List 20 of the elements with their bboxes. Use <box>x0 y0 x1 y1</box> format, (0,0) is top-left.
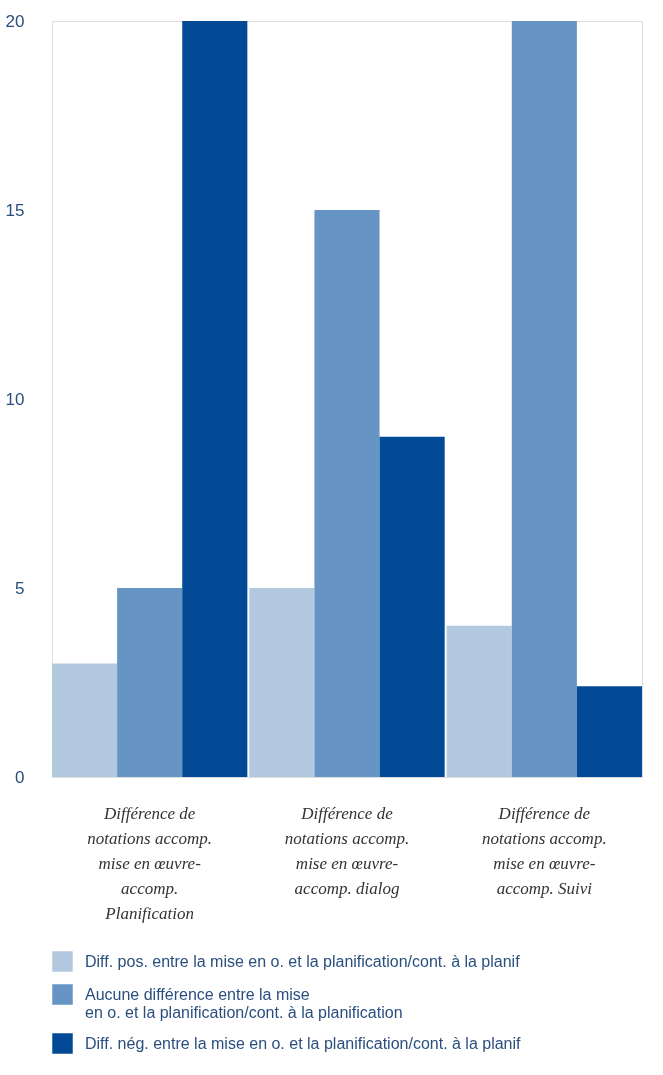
bar <box>446 625 512 777</box>
y-tick-label: 15 <box>5 200 25 220</box>
bar <box>117 588 183 777</box>
bar <box>52 663 118 777</box>
y-tick-label: 0 <box>15 767 25 787</box>
bar <box>511 21 577 777</box>
y-tick-label: 5 <box>15 578 25 598</box>
bar <box>576 686 642 777</box>
bar <box>182 21 248 777</box>
y-tick-label: 20 <box>5 11 25 31</box>
bar <box>379 436 445 777</box>
legend-label: Aucune différence entre la mise en o. et la planification/cont. à la planification <box>85 985 403 1021</box>
y-tick-label: 10 <box>5 389 25 409</box>
bar <box>249 588 315 777</box>
legend-label: Diff. nég. entre la mise en o. et la planification/cont. à la planif <box>85 1034 522 1052</box>
x-tick-label: Différence de notations accomp. mise en œuvre- accomp. Planification <box>87 803 212 923</box>
x-tick-label: Différence de notations accomp. mise en œuvre- accomp. Suivi <box>482 803 607 898</box>
x-tick-label: Différence de notations accomp. mise en œuvre- accomp. dialog <box>284 803 410 898</box>
bar <box>314 210 380 777</box>
legend-label: Diff. pos. entre la mise en o. et la planification/cont. à la planif <box>85 952 521 970</box>
